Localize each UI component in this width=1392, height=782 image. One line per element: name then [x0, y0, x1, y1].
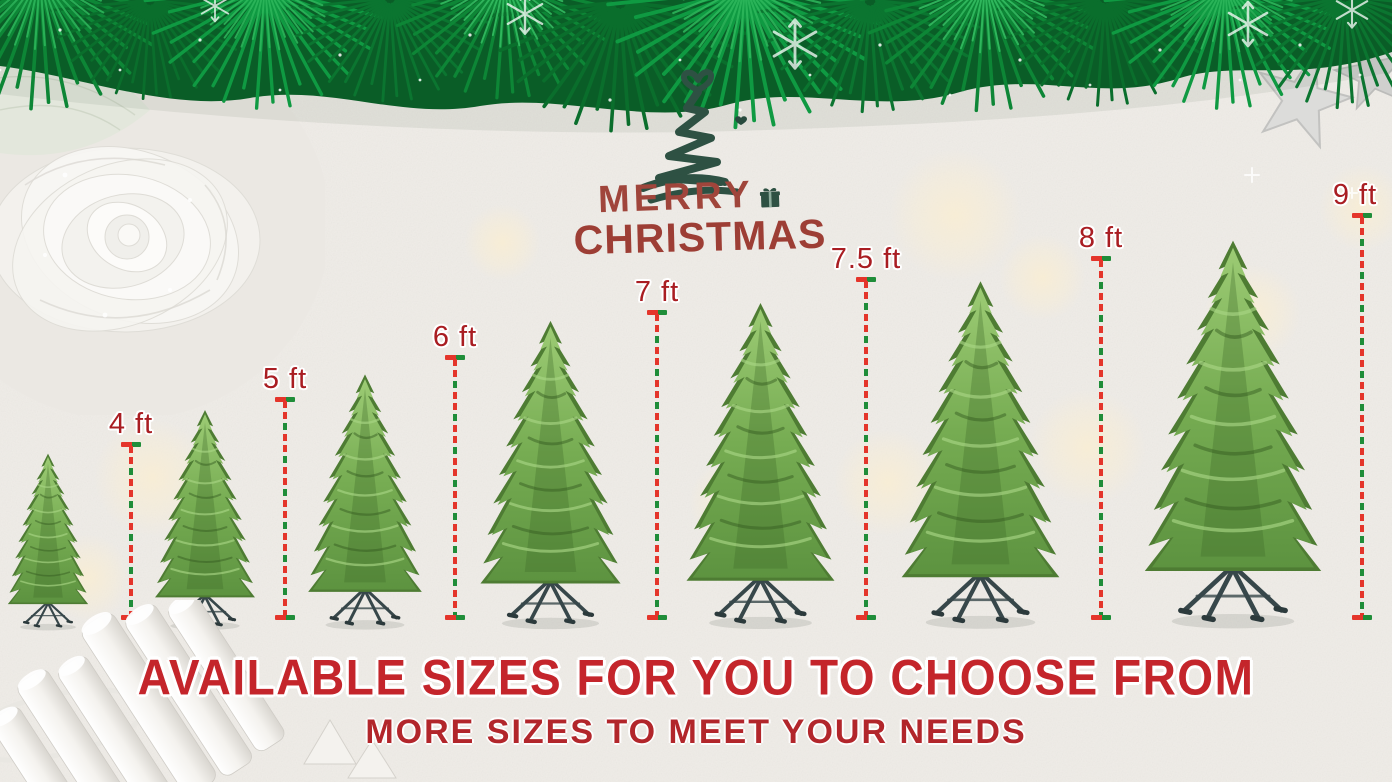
bokeh-light	[1320, 165, 1392, 250]
christmas-tree-doodle-icon	[639, 69, 747, 204]
size-label-6ft: 6 ft	[432, 321, 478, 353]
height-ruler-7point5ft	[856, 277, 876, 620]
white-candles-decoration	[0, 600, 397, 782]
height-ruler-6ft	[445, 355, 465, 620]
logo-line-merry: MERRY	[564, 172, 815, 224]
christmas-tree-6ft	[307, 372, 423, 632]
bokeh-light	[1000, 235, 1085, 320]
bokeh-light	[1030, 390, 1145, 505]
christmas-tree-8ft	[900, 278, 1061, 632]
size-label-7point5ft: 7.5 ft	[830, 243, 902, 275]
christmas-tree-7ft	[479, 318, 622, 632]
subheadline: MORE SIZES TO MEET YOUR NEEDS	[365, 713, 1027, 751]
height-ruler-8ft	[1091, 256, 1111, 620]
snow-dots	[0, 28, 1362, 112]
bokeh-light	[890, 150, 1020, 280]
headline: AVAILABLE SIZES FOR YOU TO CHOOSE FROM	[137, 648, 1255, 706]
size-label-7ft: 7 ft	[634, 276, 680, 308]
christmas-tree-5ft	[154, 408, 256, 632]
christmas-tree-7point5ft	[685, 300, 836, 632]
height-ruler-5ft	[275, 397, 295, 620]
height-ruler-4ft	[121, 442, 141, 620]
size-label-4ft: 4 ft	[108, 408, 154, 440]
white-rose-decoration	[0, 30, 325, 415]
christmas-tree-9ft	[1143, 237, 1323, 632]
height-ruler-7ft	[647, 310, 667, 620]
size-label-5ft: 5 ft	[262, 363, 308, 395]
size-label-8ft: 8 ft	[1078, 222, 1124, 254]
bokeh-light	[465, 205, 540, 280]
gift-box-icon	[759, 188, 780, 208]
height-ruler-9ft	[1352, 213, 1372, 620]
size-label-9ft: 9 ft	[1332, 179, 1378, 211]
merry-christmas-logo: MERRY CHRISTMAS	[555, 52, 865, 267]
